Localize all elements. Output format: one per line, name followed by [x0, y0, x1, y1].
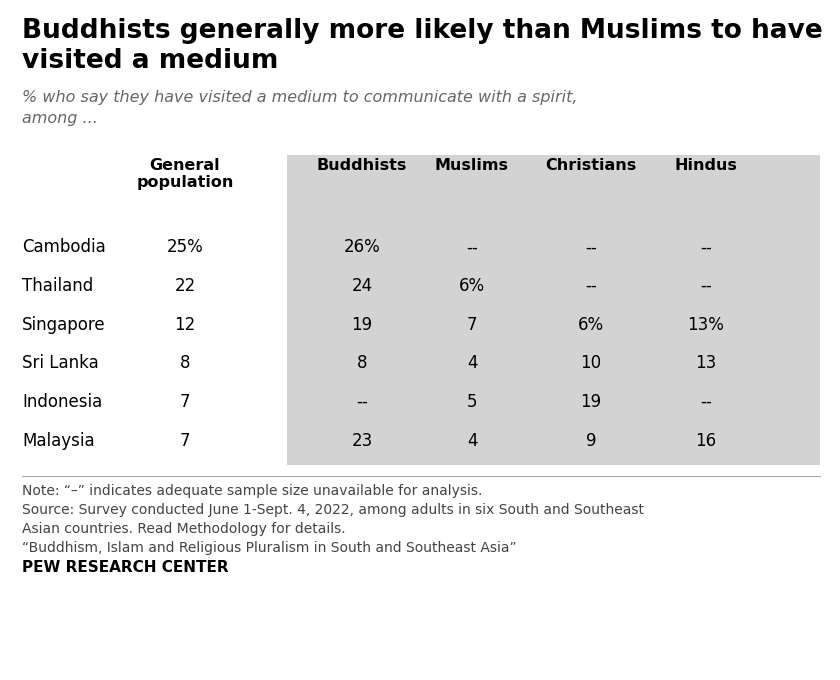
Text: 7: 7: [180, 393, 190, 411]
Text: Buddhists generally more likely than Muslims to have: Buddhists generally more likely than Mus…: [22, 18, 822, 44]
Text: 16: 16: [696, 432, 717, 449]
Text: Cambodia: Cambodia: [22, 238, 106, 256]
Text: Singapore: Singapore: [22, 316, 106, 334]
Text: 9: 9: [585, 432, 596, 449]
Text: 13: 13: [696, 354, 717, 373]
Text: visited a medium: visited a medium: [22, 48, 278, 74]
Text: % who say they have visited a medium to communicate with a spirit,
among ...: % who say they have visited a medium to …: [22, 90, 578, 126]
Text: Source: Survey conducted June 1-Sept. 4, 2022, among adults in six South and Sou: Source: Survey conducted June 1-Sept. 4,…: [22, 503, 644, 517]
Text: 4: 4: [467, 354, 477, 373]
Text: 13%: 13%: [688, 316, 724, 334]
Text: Christians: Christians: [545, 158, 637, 173]
Text: 12: 12: [175, 316, 196, 334]
Text: Sri Lanka: Sri Lanka: [22, 354, 99, 373]
Text: 23: 23: [351, 432, 373, 449]
Text: “Buddhism, Islam and Religious Pluralism in South and Southeast Asia”: “Buddhism, Islam and Religious Pluralism…: [22, 541, 517, 555]
Text: Muslims: Muslims: [435, 158, 509, 173]
Text: 6%: 6%: [459, 277, 485, 295]
Text: 26%: 26%: [344, 238, 381, 256]
Text: 8: 8: [357, 354, 367, 373]
Text: --: --: [700, 393, 711, 411]
Text: 7: 7: [180, 432, 190, 449]
Text: 22: 22: [175, 277, 196, 295]
Text: 8: 8: [180, 354, 190, 373]
Text: --: --: [700, 277, 711, 295]
Text: Malaysia: Malaysia: [22, 432, 95, 449]
Text: --: --: [585, 238, 597, 256]
Text: --: --: [466, 238, 478, 256]
Text: --: --: [356, 393, 368, 411]
Bar: [287, 155, 820, 465]
Text: 4: 4: [467, 432, 477, 449]
Text: 25%: 25%: [166, 238, 203, 256]
Text: 24: 24: [351, 277, 373, 295]
Text: 7: 7: [467, 316, 477, 334]
Text: 5: 5: [467, 393, 477, 411]
Text: General
population: General population: [136, 158, 234, 190]
Text: 6%: 6%: [578, 316, 604, 334]
Text: Buddhists: Buddhists: [317, 158, 407, 173]
Text: Asian countries. Read Methodology for details.: Asian countries. Read Methodology for de…: [22, 522, 345, 536]
Text: Thailand: Thailand: [22, 277, 93, 295]
Text: 19: 19: [351, 316, 373, 334]
Text: Note: “–” indicates adequate sample size unavailable for analysis.: Note: “–” indicates adequate sample size…: [22, 484, 482, 498]
Text: PEW RESEARCH CENTER: PEW RESEARCH CENTER: [22, 560, 228, 575]
Text: 19: 19: [580, 393, 601, 411]
Text: Indonesia: Indonesia: [22, 393, 102, 411]
Text: Hindus: Hindus: [675, 158, 738, 173]
Text: --: --: [585, 277, 597, 295]
Text: --: --: [700, 238, 711, 256]
Text: 10: 10: [580, 354, 601, 373]
